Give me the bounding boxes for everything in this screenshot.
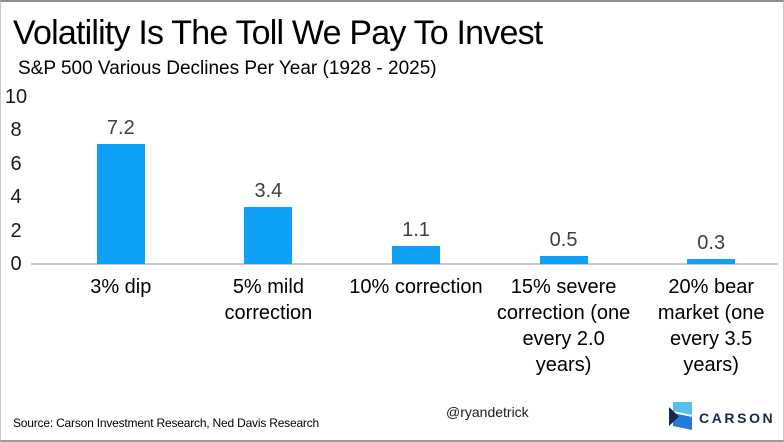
x-axis-labels: 3% dip 5% mild correction 10% correction 15… bbox=[47, 274, 783, 378]
y-axis-tick-label: 2 bbox=[10, 219, 22, 242]
x-axis-category-label: 5% mild correction bbox=[224, 276, 313, 324]
x-axis-category-label: 20% bear market (one every 3.5 years) bbox=[657, 276, 765, 376]
twitter-handle: @ryandetrick bbox=[446, 404, 529, 420]
bar-value-label: 3.4 bbox=[254, 180, 283, 202]
bar-value-label: 0.5 bbox=[549, 229, 578, 251]
bar bbox=[687, 259, 736, 264]
x-axis-line bbox=[31, 263, 778, 265]
bar-slot: 1.1 bbox=[342, 97, 490, 264]
bar bbox=[391, 246, 440, 264]
y-axis-tick-label: 10 bbox=[4, 86, 28, 108]
bar-slot: 3.4 bbox=[195, 97, 343, 264]
bar-slot: 7.2 bbox=[47, 97, 195, 264]
x-axis-category-label: 3% dip bbox=[90, 276, 152, 298]
x-axis-category-label: 15% severe correction (one every 2.0 yea… bbox=[496, 276, 631, 376]
bar-value-label: 0.3 bbox=[697, 232, 726, 254]
y-axis-tick-label: 8 bbox=[10, 119, 22, 142]
bar bbox=[96, 144, 145, 264]
bar-slot: 0.3 bbox=[637, 97, 783, 264]
chart-subtitle: S&P 500 Various Declines Per Year (1928 … bbox=[18, 58, 437, 79]
bar-slot: 0.5 bbox=[490, 97, 638, 264]
bar-value-label: 1.1 bbox=[402, 219, 430, 241]
y-axis-tick-label: 4 bbox=[10, 186, 22, 209]
chart-title: Volatility Is The Toll We Pay To Invest bbox=[13, 14, 543, 52]
plot-area: 7.2 3.4 1.1 0.5 0.3 bbox=[47, 97, 783, 264]
y-axis-tick-label: 6 bbox=[10, 152, 22, 175]
source-note: Source: Carson Investment Research, Ned … bbox=[13, 416, 320, 430]
x-axis-category-label: 10% correction bbox=[349, 276, 483, 298]
bar bbox=[244, 207, 293, 264]
carson-logo-text: CARSON bbox=[699, 409, 776, 426]
carson-logo: CARSON bbox=[669, 402, 775, 433]
bar bbox=[539, 256, 588, 264]
bar-value-label: 7.2 bbox=[106, 117, 135, 139]
y-axis-tick-label: 0 bbox=[10, 253, 22, 275]
carson-logo-icon bbox=[669, 402, 692, 430]
